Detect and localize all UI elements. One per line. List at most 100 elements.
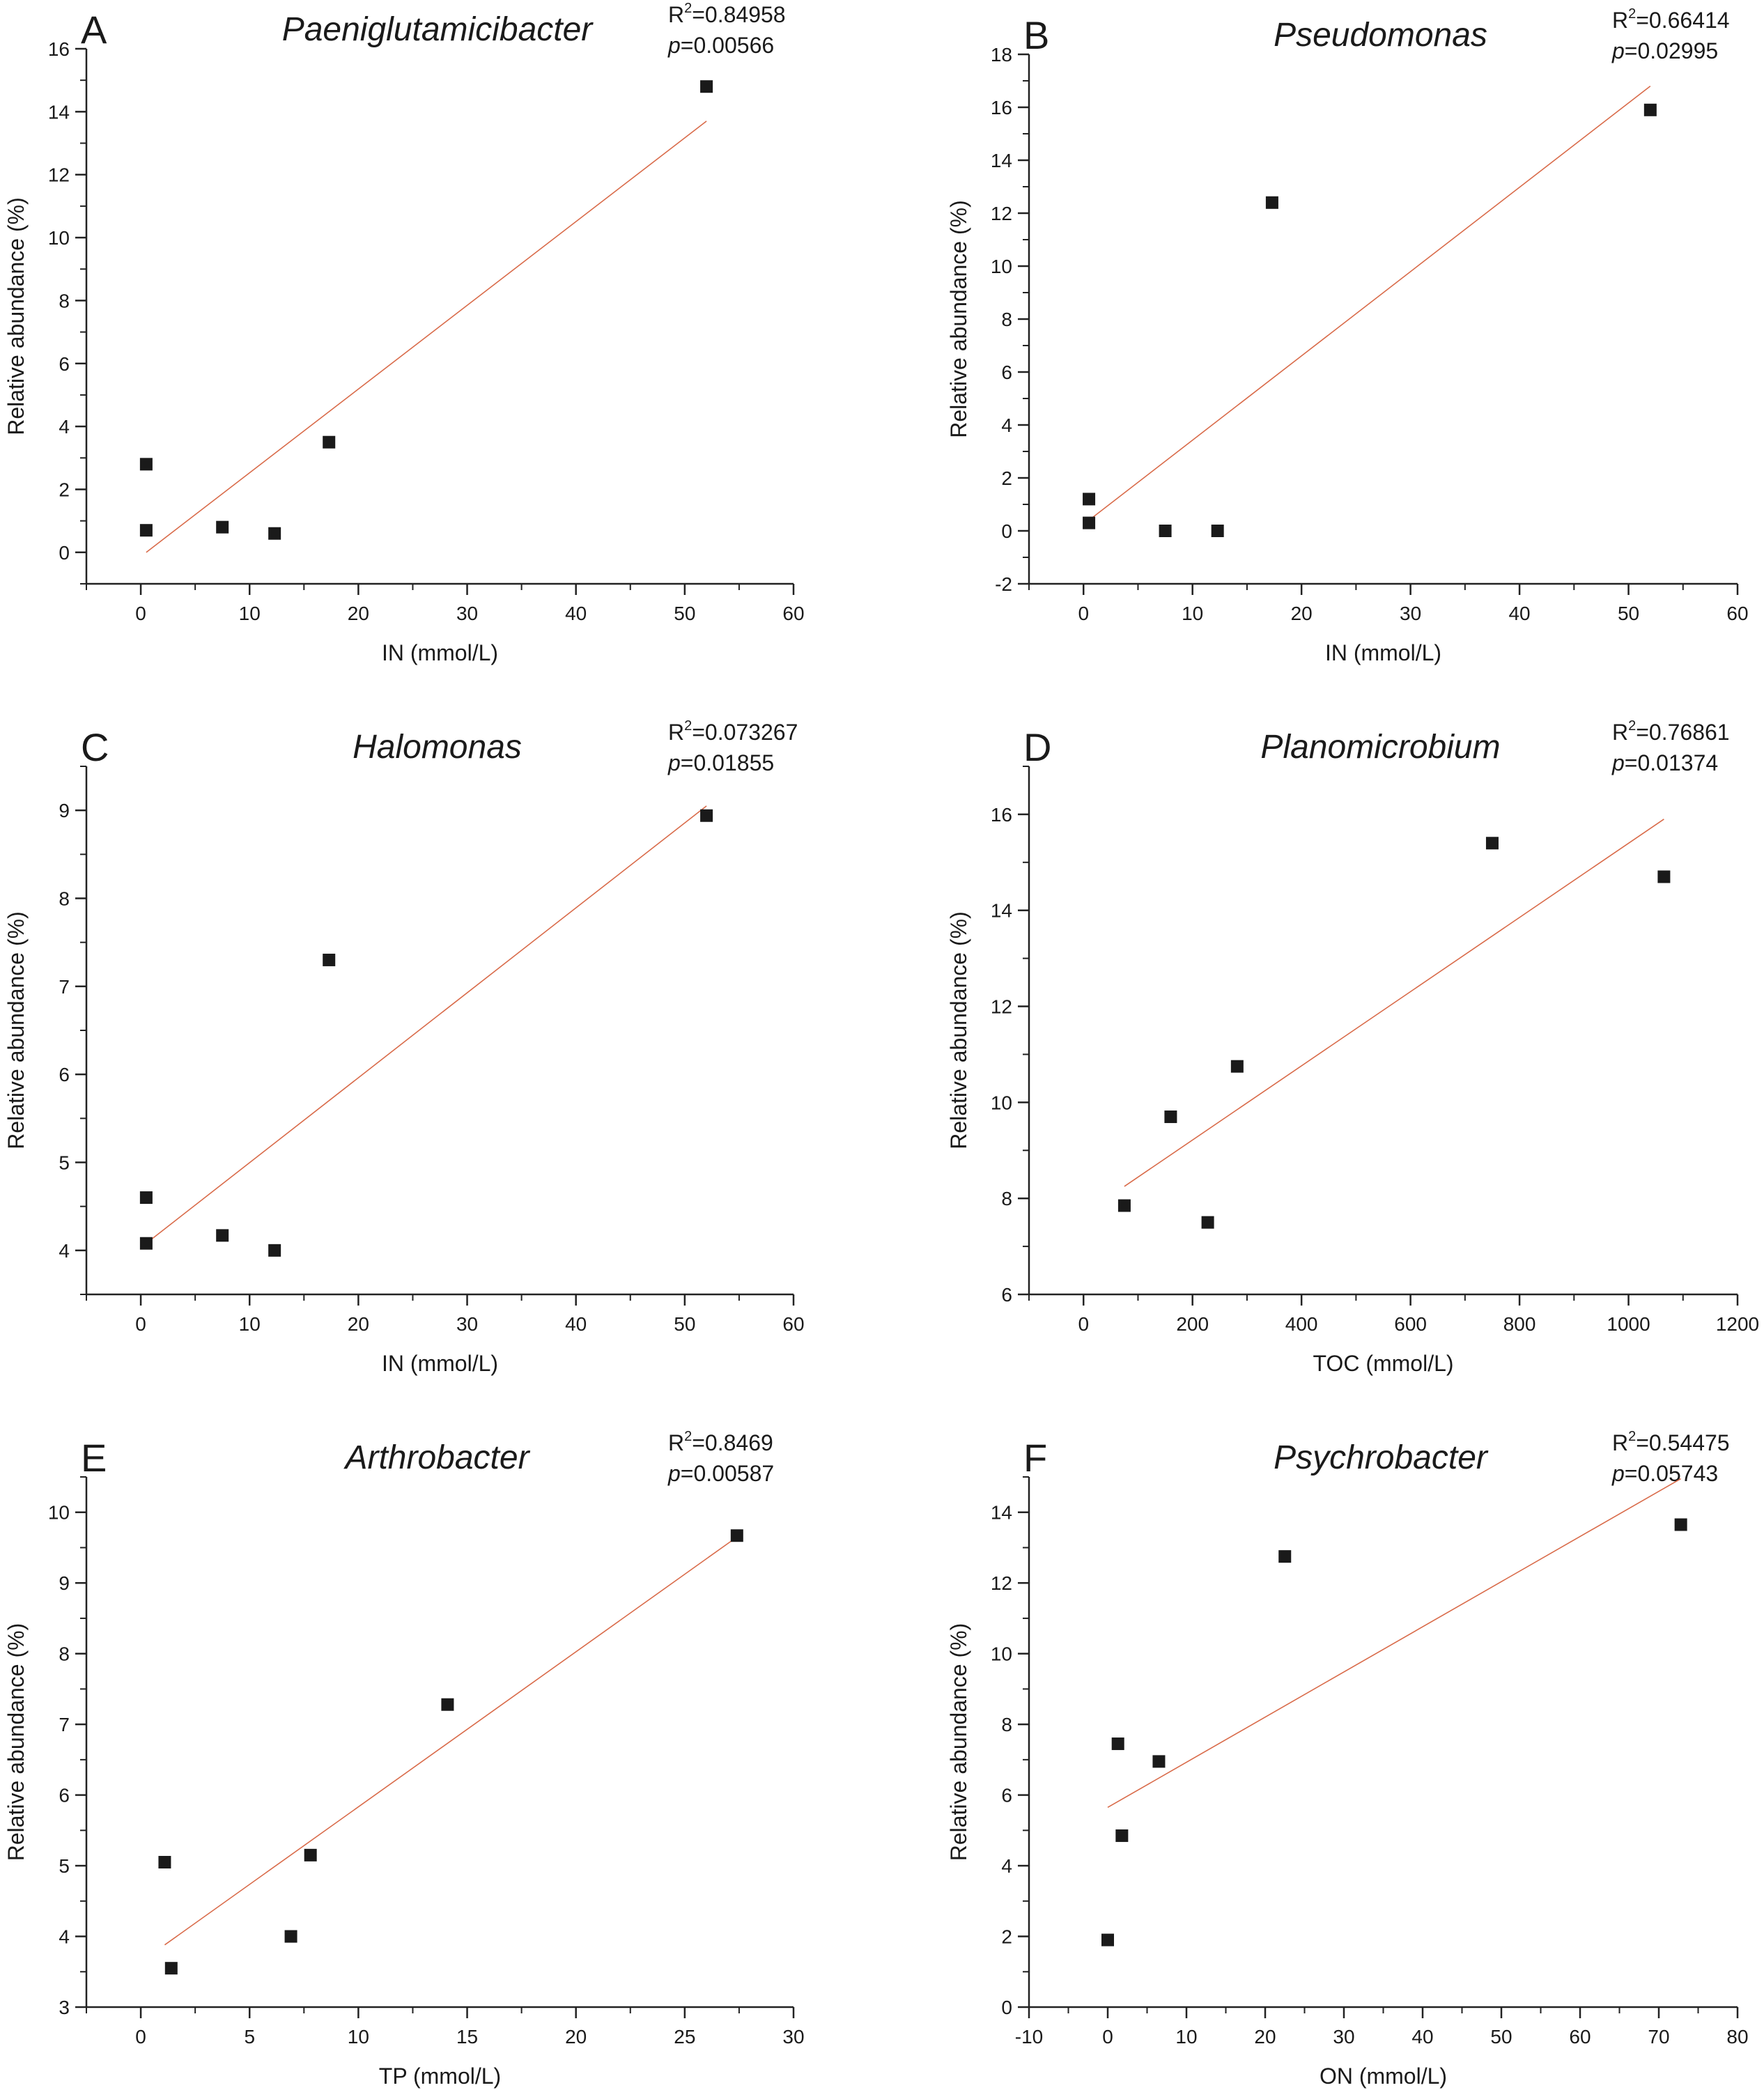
x-tick-label: 10 — [1175, 2026, 1197, 2048]
r-squared: R2=0.8469 — [668, 1429, 773, 1455]
x-tick-label: 0 — [1078, 1313, 1089, 1335]
y-tick-label: 8 — [59, 1643, 70, 1665]
data-point — [1083, 493, 1096, 506]
r-superscript: 2 — [684, 1, 692, 16]
p-label: p — [667, 1461, 681, 1486]
y-tick-label: 14 — [48, 101, 70, 123]
x-tick-label: 800 — [1503, 1313, 1536, 1335]
r-squared: R2=0.54475 — [1612, 1429, 1730, 1455]
r-squared: R2=0.66414 — [1612, 6, 1730, 33]
x-tick-label: 30 — [456, 1313, 478, 1335]
r-superscript: 2 — [684, 1429, 692, 1444]
y-axis-label: Relative abundance (%) — [3, 197, 29, 435]
chart-title: Planomicrobium — [1260, 729, 1500, 766]
panel-letter: B — [1023, 13, 1049, 57]
y-tick-label: 4 — [59, 1240, 70, 1262]
x-tick-label: 20 — [348, 603, 369, 624]
y-tick-label: 4 — [59, 416, 70, 438]
y-tick-label: 7 — [59, 1714, 70, 1735]
panel-b: 0 10 20 30 40 50 60 -2 0 2 4 6 8 10 12 14 16 18 IN (mmol/L… — [946, 6, 1749, 665]
data-point — [268, 527, 281, 540]
p-value: p=0.00587 — [667, 1461, 774, 1486]
fit-line — [1124, 819, 1664, 1187]
x-tick-label: 60 — [1726, 603, 1748, 624]
y-tick-label: 6 — [1001, 362, 1012, 383]
p-value-number: =0.02995 — [1625, 38, 1718, 63]
r-superscript: 2 — [1628, 1429, 1636, 1444]
data-point — [1278, 1550, 1292, 1563]
x-tick-label: 30 — [1400, 603, 1421, 624]
data-point — [164, 1962, 178, 1975]
data-point — [139, 1191, 153, 1205]
data-point — [139, 458, 153, 471]
chart-title: Arthrobacter — [343, 1439, 530, 1476]
x-tick-label: 15 — [456, 2026, 478, 2048]
data-point — [1111, 1737, 1124, 1751]
y-tick-label: 3 — [59, 1997, 70, 2018]
x-tick-label: 80 — [1726, 2026, 1748, 2048]
panel-letter: A — [81, 8, 107, 52]
x-tick-label: 10 — [239, 603, 261, 624]
panel-d: 0 200 400 600 800 1000 1200 6 8 10 12 14 16 TOC (mmol… — [946, 718, 1759, 1376]
panel-c: 0 10 20 30 40 50 60 4 5 6 7 8 9 IN (mmol/L) Relative a… — [3, 718, 805, 1376]
panel-letter: C — [81, 725, 109, 769]
data-point — [216, 1229, 229, 1242]
x-axis-label: IN (mmol/L) — [1325, 640, 1441, 665]
data-point — [1164, 1110, 1177, 1124]
y-tick-label: 4 — [1001, 1855, 1012, 1877]
y-tick-label: 4 — [59, 1926, 70, 1948]
data-point — [1643, 103, 1657, 116]
x-tick-label: 40 — [565, 603, 587, 624]
r-squared-value: =0.54475 — [1636, 1430, 1729, 1455]
y-tick-label: 16 — [991, 804, 1012, 826]
x-tick-label: 50 — [1490, 2026, 1512, 2048]
y-tick-label: 2 — [59, 479, 70, 500]
p-value-number: =0.01374 — [1625, 750, 1718, 775]
y-axis-label: Relative abundance (%) — [946, 200, 971, 438]
y-tick-label: 10 — [991, 256, 1012, 277]
x-tick-label: 25 — [674, 2026, 695, 2048]
y-tick-label: 16 — [48, 38, 70, 60]
data-point — [730, 1529, 743, 1542]
y-tick-label: 12 — [48, 164, 70, 186]
y-tick-label: 8 — [1001, 309, 1012, 330]
y-tick-label: 5 — [59, 1152, 70, 1174]
y-tick-label: 6 — [59, 1785, 70, 1806]
data-point — [323, 435, 336, 449]
chart-title: Halomonas — [353, 729, 522, 766]
x-axis-label: IN (mmol/L) — [382, 640, 498, 665]
y-tick-label: 10 — [991, 1092, 1012, 1113]
data-point — [441, 1698, 454, 1711]
y-tick-label: 4 — [1001, 415, 1012, 436]
y-axis-label: Relative abundance (%) — [3, 911, 29, 1150]
x-axis-label: TP (mmol/L) — [379, 2064, 501, 2089]
y-tick-label: 9 — [59, 1572, 70, 1594]
data-point — [1657, 870, 1671, 883]
p-value: p=0.02995 — [1611, 38, 1718, 63]
x-tick-label: 10 — [348, 2026, 369, 2048]
r-squared: R2=0.76861 — [1612, 718, 1730, 745]
panel-e: 0 5 10 15 20 25 30 3 4 5 6 7 8 9 10 TP (mmol/L) Relative… — [3, 1429, 805, 2089]
x-tick-label: 30 — [782, 2026, 804, 2048]
y-tick-label: 6 — [59, 1064, 70, 1085]
p-value-number: =0.00587 — [681, 1461, 774, 1486]
y-tick-label: 14 — [991, 900, 1012, 922]
data-point — [304, 1848, 317, 1861]
y-axis-label: Relative abundance (%) — [946, 911, 971, 1150]
p-label: p — [667, 33, 681, 58]
p-value-number: =0.05743 — [1625, 1461, 1718, 1486]
data-point — [1159, 525, 1172, 537]
chart-title: Psychrobacter — [1274, 1439, 1489, 1476]
y-tick-label: 7 — [59, 976, 70, 998]
fit-line — [1107, 1478, 1682, 1809]
r-squared-value: =0.76861 — [1636, 720, 1729, 745]
x-tick-label: 60 — [782, 603, 804, 624]
y-tick-label: 14 — [991, 1502, 1012, 1524]
x-tick-label: 60 — [1569, 2026, 1591, 2048]
data-point — [1101, 1933, 1114, 1946]
r-label: R — [1612, 8, 1628, 33]
x-tick-label: 30 — [1333, 2026, 1354, 2048]
x-tick-label: 5 — [244, 2026, 255, 2048]
p-label: p — [1611, 750, 1625, 775]
y-tick-label: 8 — [1001, 1188, 1012, 1209]
